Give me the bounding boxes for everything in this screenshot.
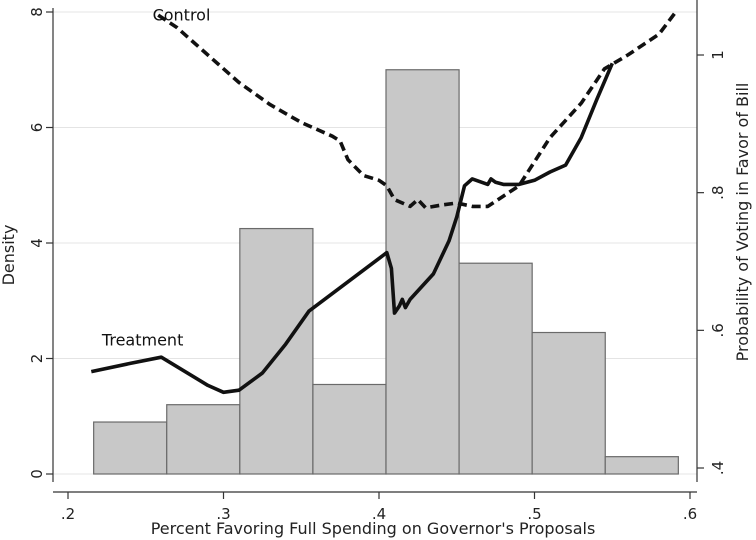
y-left-axis-title: Density (0, 225, 18, 286)
control-line (157, 12, 676, 210)
y-left-tick-label-6: 6 (28, 123, 46, 133)
x-tick-label-.3: .3 (216, 505, 230, 523)
x-tick-label-.5: .5 (527, 505, 541, 523)
histogram-bar-1 (93, 421, 168, 475)
series-lines (90, 12, 676, 395)
y-left-tick-label-0: 0 (28, 469, 46, 479)
y-left-tick-label-4: 4 (28, 238, 46, 248)
histogram-bar-5 (385, 69, 460, 475)
y-right-axis-title: Probability of Voting in Favor of Bill (733, 83, 752, 362)
x-axis-title: Percent Favoring Full Spending on Govern… (151, 519, 596, 538)
y-right-tick-label-.6: .6 (709, 323, 727, 337)
histogram-bar-3 (239, 227, 314, 475)
annotation-control: Control (153, 6, 211, 25)
histogram-bar-4 (312, 383, 387, 475)
histogram-bar-6 (458, 262, 533, 475)
histogram-bar-2 (166, 404, 241, 475)
x-tick-label-.2: .2 (61, 505, 75, 523)
histogram-bar-7 (531, 331, 606, 475)
axes (46, 0, 704, 499)
chart-labels: .2 .3 .4 .5 .6 0 2 4 6 8 .4 .6 .8 1 Percent Favoring F… (0, 6, 752, 538)
histogram-bars (93, 69, 679, 475)
x-tick-label-.4: .4 (372, 505, 386, 523)
y-right-tick-label-.8: .8 (709, 186, 727, 200)
annotation-treatment: Treatment (101, 330, 183, 349)
y-left-tick-label-2: 2 (28, 354, 46, 364)
x-tick-label-.6: .6 (683, 505, 697, 523)
y-left-tick-label-8: 8 (28, 7, 46, 17)
treatment-line (90, 62, 614, 395)
histogram-bar-8 (604, 456, 679, 475)
y-right-tick-label-.4: .4 (709, 461, 727, 475)
y-right-tick-label-1: 1 (709, 50, 727, 60)
